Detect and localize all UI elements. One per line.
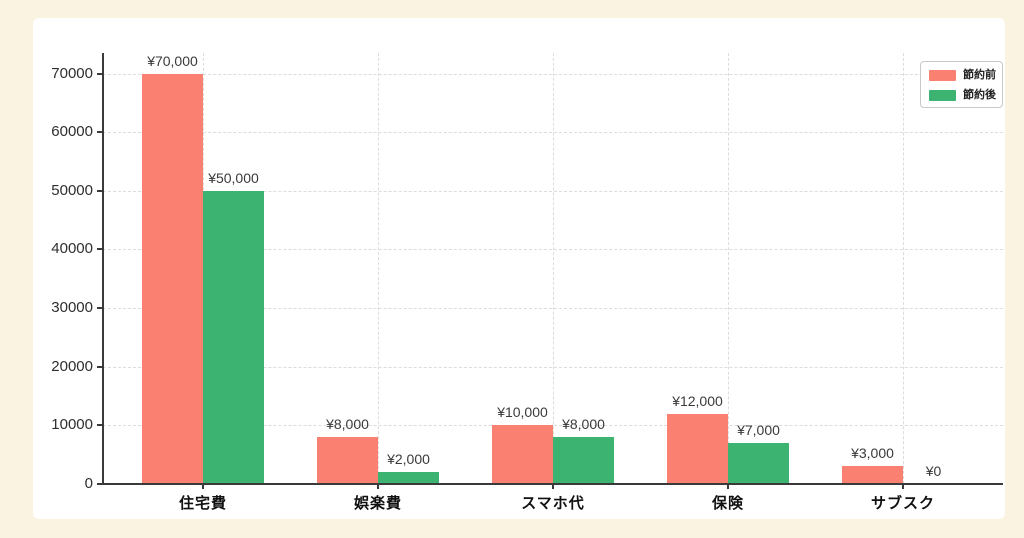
value-label: ¥7,000 bbox=[737, 421, 780, 438]
value-label: ¥70,000 bbox=[147, 52, 198, 69]
x-tick-label: 保険 bbox=[711, 495, 744, 512]
bar-節約後-スマホ代 bbox=[553, 437, 614, 484]
value-label: ¥10,000 bbox=[497, 404, 548, 421]
value-label: ¥2,000 bbox=[387, 451, 430, 468]
legend-label-before: 節約前 bbox=[963, 69, 996, 81]
bar-節約後-住宅費 bbox=[203, 190, 264, 484]
x-gridline bbox=[378, 53, 379, 484]
y-tick-mark bbox=[97, 131, 103, 134]
y-tick-label: 30000 bbox=[51, 299, 93, 317]
value-label: ¥8,000 bbox=[326, 416, 369, 433]
y-tick-mark bbox=[97, 365, 103, 368]
value-label: ¥0 bbox=[925, 463, 942, 479]
value-label: ¥8,000 bbox=[562, 416, 605, 433]
x-tick-mark bbox=[202, 484, 204, 489]
x-tick-mark bbox=[727, 484, 729, 489]
y-tick-label: 10000 bbox=[51, 416, 93, 434]
y-tick-mark bbox=[97, 248, 103, 251]
legend: 節約前 節約後 bbox=[920, 61, 1003, 108]
legend-label-after: 節約後 bbox=[963, 89, 996, 101]
bar-節約後-娯楽費 bbox=[378, 472, 439, 484]
y-tick-label: 20000 bbox=[51, 357, 93, 375]
bar-節約後-保険 bbox=[728, 442, 789, 484]
y-tick-label: 60000 bbox=[51, 123, 93, 141]
y-tick-label: 70000 bbox=[51, 64, 93, 82]
y-tick-mark bbox=[97, 424, 103, 427]
x-tick-mark bbox=[552, 484, 554, 489]
y-tick-mark bbox=[97, 72, 103, 75]
bar-節約前-サブスク bbox=[842, 466, 903, 484]
y-tick-label: 40000 bbox=[51, 240, 93, 258]
y-axis-spine bbox=[102, 53, 104, 485]
bar-節約前-保険 bbox=[667, 413, 728, 484]
value-label: ¥50,000 bbox=[208, 169, 259, 186]
x-tick-label: サブスク bbox=[870, 495, 935, 512]
bar-節約前-住宅費 bbox=[142, 73, 203, 484]
value-label: ¥12,000 bbox=[672, 392, 723, 409]
y-tick-mark bbox=[97, 307, 103, 310]
value-label: ¥3,000 bbox=[851, 445, 894, 462]
y-tick-mark bbox=[97, 483, 103, 485]
x-axis-spine bbox=[102, 483, 1003, 485]
y-tick-label: 50000 bbox=[51, 181, 93, 199]
x-gridline bbox=[903, 53, 904, 484]
x-tick-label: 娯楽費 bbox=[353, 495, 402, 512]
legend-swatch-after bbox=[929, 89, 956, 101]
legend-item-after: 節約後 bbox=[929, 89, 996, 101]
x-tick-label: スマホ代 bbox=[521, 495, 585, 512]
x-gridline bbox=[728, 53, 729, 484]
y-tick-mark bbox=[97, 189, 103, 192]
x-tick-label: 住宅費 bbox=[178, 495, 227, 512]
y-tick-label: 0 bbox=[84, 475, 93, 492]
x-gridline bbox=[553, 53, 554, 484]
x-tick-mark bbox=[377, 484, 379, 489]
legend-item-before: 節約前 bbox=[929, 69, 996, 81]
bar-節約前-娯楽費 bbox=[317, 437, 378, 484]
bar-節約前-スマホ代 bbox=[492, 425, 553, 484]
legend-swatch-before bbox=[929, 69, 956, 81]
x-tick-mark bbox=[902, 484, 904, 489]
